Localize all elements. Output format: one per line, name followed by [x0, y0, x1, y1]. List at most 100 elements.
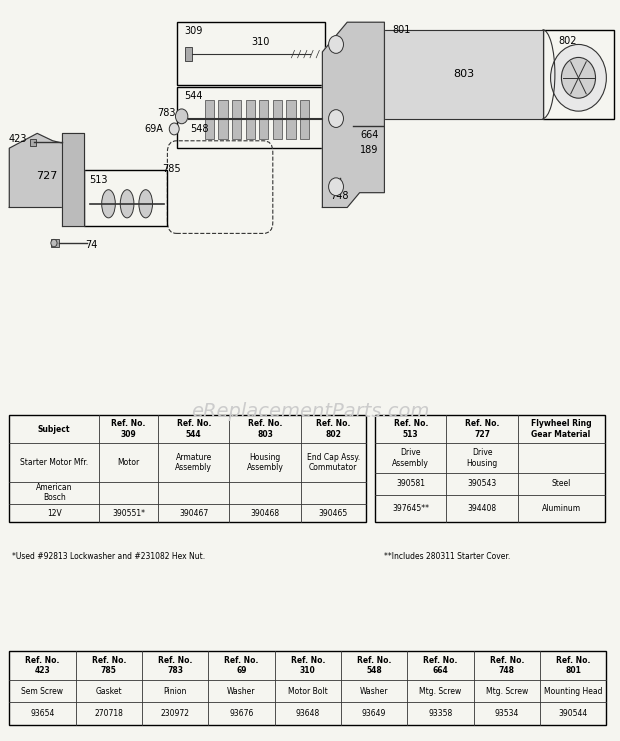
Bar: [9, 415, 366, 522]
Text: Housing
Assembly: Housing Assembly: [247, 453, 283, 472]
Text: Ref. No.
548: Ref. No. 548: [357, 656, 391, 675]
Text: Ref. No.
664: Ref. No. 664: [423, 656, 458, 675]
Text: American
Bosch: American Bosch: [36, 483, 73, 502]
Text: 423: 423: [8, 133, 27, 144]
Bar: [542, 30, 614, 119]
Bar: [205, 100, 214, 139]
Text: 93676: 93676: [229, 709, 254, 718]
Text: 93648: 93648: [296, 709, 320, 718]
Bar: [185, 47, 192, 61]
Bar: [177, 87, 326, 148]
Ellipse shape: [139, 190, 153, 218]
Text: 394408: 394408: [467, 504, 497, 514]
Circle shape: [51, 239, 57, 247]
Text: Sem Screw: Sem Screw: [22, 687, 63, 696]
Bar: [177, 22, 326, 85]
Text: Drive
Housing: Drive Housing: [466, 448, 498, 468]
Text: 513: 513: [89, 175, 108, 185]
Text: Ref. No.
310: Ref. No. 310: [291, 656, 325, 675]
Polygon shape: [9, 133, 84, 207]
Polygon shape: [62, 133, 84, 226]
Circle shape: [329, 178, 343, 196]
Text: 785: 785: [162, 164, 180, 174]
Text: 74: 74: [86, 239, 98, 250]
Text: 548: 548: [190, 124, 209, 134]
Text: Aluminum: Aluminum: [541, 504, 581, 514]
Text: Ref. No.
69: Ref. No. 69: [224, 656, 259, 675]
Text: 93649: 93649: [362, 709, 386, 718]
Text: 390465: 390465: [319, 508, 348, 518]
Bar: [286, 100, 296, 139]
Ellipse shape: [562, 57, 595, 99]
Text: Pinion: Pinion: [164, 687, 187, 696]
Text: Mtg. Screw: Mtg. Screw: [485, 687, 528, 696]
Text: Washer: Washer: [228, 687, 255, 696]
Text: 309: 309: [184, 26, 203, 36]
Text: Flywheel Ring
Gear Material: Flywheel Ring Gear Material: [531, 419, 591, 439]
Bar: [246, 100, 255, 139]
Text: 390467: 390467: [179, 508, 208, 518]
Polygon shape: [384, 30, 542, 119]
Text: C: C: [334, 185, 339, 189]
Text: C: C: [334, 42, 339, 47]
Circle shape: [175, 109, 188, 124]
Circle shape: [329, 110, 343, 127]
Text: Ref. No.
803: Ref. No. 803: [248, 419, 282, 439]
Text: 664: 664: [360, 130, 379, 140]
Bar: [30, 139, 36, 146]
Text: 310: 310: [251, 37, 270, 47]
Bar: [300, 100, 309, 139]
Text: Ref. No.
727: Ref. No. 727: [465, 419, 499, 439]
Bar: [375, 415, 604, 522]
Text: Mounting Head: Mounting Head: [544, 687, 603, 696]
Text: 93654: 93654: [30, 709, 55, 718]
Bar: [218, 100, 228, 139]
Text: 390543: 390543: [467, 479, 497, 488]
Text: 727: 727: [36, 171, 57, 182]
Bar: [273, 100, 282, 139]
Text: **Includes 280311 Starter Cover.: **Includes 280311 Starter Cover.: [384, 552, 511, 561]
Text: 803: 803: [453, 69, 474, 79]
Bar: [84, 170, 167, 226]
Text: 390581: 390581: [396, 479, 425, 488]
Bar: [9, 651, 606, 725]
Ellipse shape: [551, 44, 606, 111]
Polygon shape: [322, 22, 384, 207]
Text: 189: 189: [360, 145, 379, 156]
Text: 230972: 230972: [161, 709, 190, 718]
Text: Drive
Assembly: Drive Assembly: [392, 448, 429, 468]
Text: Ref. No.
513: Ref. No. 513: [394, 419, 428, 439]
Text: 748: 748: [330, 191, 349, 202]
Text: Starter Motor Mfr.: Starter Motor Mfr.: [20, 458, 88, 467]
Ellipse shape: [102, 190, 115, 218]
Text: *Used #92813 Lockwasher and #231082 Hex Nut.: *Used #92813 Lockwasher and #231082 Hex …: [12, 552, 205, 561]
Circle shape: [169, 123, 179, 135]
Text: 390468: 390468: [250, 508, 280, 518]
Text: Ref. No.
783: Ref. No. 783: [158, 656, 192, 675]
Bar: [259, 100, 268, 139]
Text: 69A: 69A: [144, 124, 163, 134]
Text: eReplacementParts.com: eReplacementParts.com: [191, 402, 429, 421]
Text: Washer: Washer: [360, 687, 388, 696]
Text: Armature
Assembly: Armature Assembly: [175, 453, 212, 472]
Text: Ref. No.
748: Ref. No. 748: [490, 656, 524, 675]
Text: Ref. No.
801: Ref. No. 801: [556, 656, 590, 675]
Text: Ref. No.
423: Ref. No. 423: [25, 656, 60, 675]
Text: 270718: 270718: [94, 709, 123, 718]
Text: 544: 544: [184, 91, 203, 102]
Ellipse shape: [120, 190, 134, 218]
Text: Ref. No.
544: Ref. No. 544: [177, 419, 211, 439]
Text: Gasket: Gasket: [95, 687, 122, 696]
Text: C: C: [334, 116, 339, 121]
Bar: [51, 239, 59, 247]
Text: 390551*: 390551*: [112, 508, 145, 518]
Text: 390544: 390544: [559, 709, 588, 718]
Text: Ref. No.
802: Ref. No. 802: [316, 419, 350, 439]
Text: 801: 801: [392, 24, 411, 35]
Text: 783: 783: [157, 108, 176, 119]
Text: 93358: 93358: [428, 709, 453, 718]
Text: 93534: 93534: [495, 709, 519, 718]
Text: 397645**: 397645**: [392, 504, 429, 514]
Text: Steel: Steel: [551, 479, 571, 488]
Text: Ref. No.
785: Ref. No. 785: [92, 656, 126, 675]
